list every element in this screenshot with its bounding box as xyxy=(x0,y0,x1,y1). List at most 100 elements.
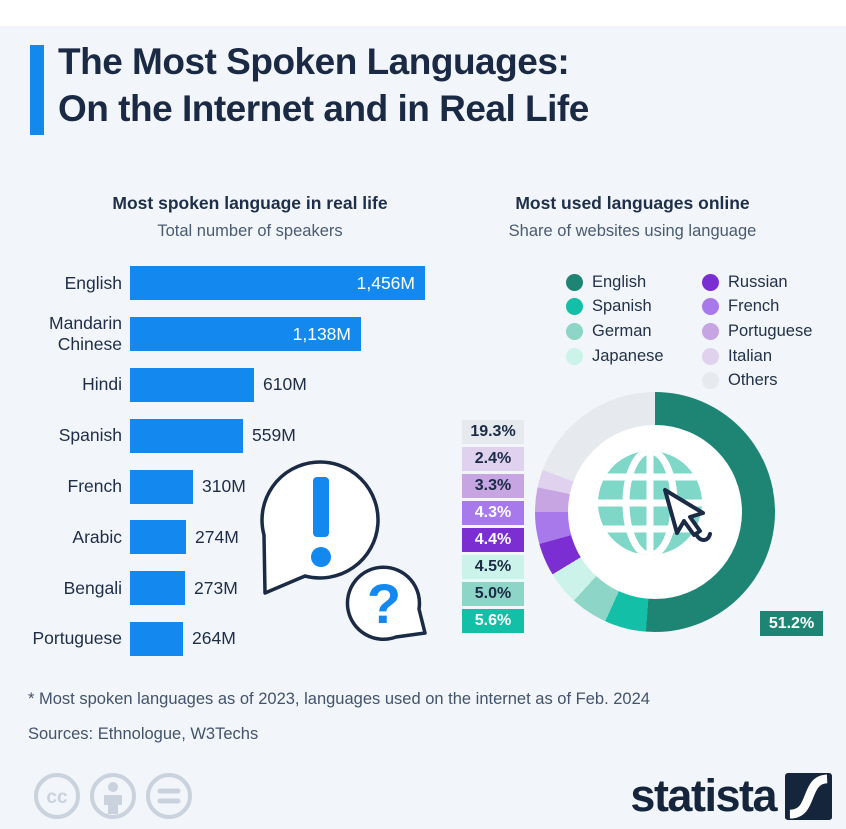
bar-row: English 1,456M xyxy=(28,258,448,309)
percent-label: 4.5% xyxy=(462,555,524,579)
legend-swatch xyxy=(702,273,719,291)
bar-label: Arabic xyxy=(72,526,122,547)
bar-row: Mandarin Chinese 1,138M xyxy=(28,309,448,360)
online-chart-subtitle: Share of websites using language xyxy=(508,222,757,240)
legend-item: French xyxy=(702,295,812,320)
bar-value: 559M xyxy=(252,425,296,446)
statista-wordmark: statista xyxy=(630,770,777,821)
real-life-chart-subtitle: Total number of speakers xyxy=(157,222,343,240)
legend-item: Spanish xyxy=(566,295,664,320)
speech-bubbles-illustration: ? xyxy=(260,460,427,641)
legend-item: Italian xyxy=(702,344,812,369)
bar-value: 1,138M xyxy=(292,323,351,344)
question-icon: ? xyxy=(367,572,401,635)
legend-swatch xyxy=(702,322,719,340)
bar-value: 273M xyxy=(194,577,238,598)
legend-item: English xyxy=(566,270,664,295)
title-accent-bar xyxy=(30,45,44,135)
legend-swatch xyxy=(566,322,583,340)
footnote: * Most spoken languages as of 2023, lang… xyxy=(28,690,650,708)
english-share-label: 51.2% xyxy=(760,611,823,636)
bar: 1,138M xyxy=(130,317,361,352)
online-chart-title: Most used languages online xyxy=(515,193,750,213)
svg-text:cc: cc xyxy=(46,787,68,808)
legend-swatch xyxy=(566,347,583,365)
percent-label: 2.4% xyxy=(462,447,524,471)
bar-row: Arabic 274M xyxy=(28,512,448,563)
statista-logo: statista xyxy=(630,770,832,822)
legend-item: Others xyxy=(702,368,812,393)
cc-icon xyxy=(34,773,80,819)
cc-nd-icon xyxy=(146,773,192,819)
donut-value-labels: 19.3% 2.4% 3.3% 4.3% 4.4% 4.5% 5.0% 5.6% xyxy=(462,420,524,633)
bar-label: Portuguese xyxy=(32,628,122,649)
bar-row: French 310M xyxy=(28,461,448,512)
bar-label: English xyxy=(64,272,122,293)
page-title: The Most Spoken Languages: On the Intern… xyxy=(58,38,589,132)
legend-label: French xyxy=(728,297,780,316)
legend-label: Spanish xyxy=(592,297,652,316)
real-life-chart-title: Most spoken language in real life xyxy=(112,193,388,213)
legend-item: Portuguese xyxy=(702,319,812,344)
bar xyxy=(130,469,193,504)
legend-item: German xyxy=(566,319,664,344)
bar xyxy=(130,621,183,656)
percent-label: 5.6% xyxy=(462,609,524,633)
donut-center xyxy=(568,425,742,599)
top-strip xyxy=(0,0,846,26)
legend-swatch xyxy=(702,347,719,365)
legend-item: Russian xyxy=(702,270,812,295)
exclamation-bubble xyxy=(260,460,380,595)
percent-label: 3.3% xyxy=(462,474,524,498)
cc-by-icon xyxy=(90,773,136,819)
percent-label: 4.3% xyxy=(462,501,524,525)
sources: Sources: Ethnologue, W3Techs xyxy=(28,725,259,743)
legend-label: Italian xyxy=(728,346,773,365)
bar xyxy=(130,520,186,555)
legend-label: Portuguese xyxy=(728,321,813,340)
page-title-line2: On the Internet and in Real Life xyxy=(58,88,589,129)
bar: 1,456M xyxy=(130,266,425,301)
exclamation-icon xyxy=(311,477,331,567)
page-title-line1: The Most Spoken Languages: xyxy=(58,41,570,82)
legend-label: English xyxy=(592,272,647,291)
bar xyxy=(130,367,254,402)
bar-row: Portuguese 264M xyxy=(28,614,448,665)
bar-value: 274M xyxy=(195,526,239,547)
legend-label: German xyxy=(592,321,652,340)
bar-row: Spanish 559M xyxy=(28,410,448,461)
bar-chart: English 1,456M Mandarin Chinese 1,138M H… xyxy=(28,258,448,664)
bar-value: 310M xyxy=(202,476,246,497)
legend-swatch xyxy=(566,273,583,291)
question-bubble: ? xyxy=(345,565,427,641)
legend-label: Others xyxy=(728,371,778,390)
bar-row: Hindi 610M xyxy=(28,360,448,411)
bar-label: French xyxy=(67,476,122,497)
legend-swatch xyxy=(702,372,719,390)
legend-column-purple: Russian French Portuguese Italian Others xyxy=(702,270,812,393)
legend-swatch xyxy=(702,298,719,316)
legend-label: Russian xyxy=(728,272,788,291)
donut-chart xyxy=(535,392,775,632)
statista-logo-mark xyxy=(785,772,832,820)
cursor-icon xyxy=(663,488,712,542)
legend-label: Japanese xyxy=(592,346,664,365)
bar-value: 264M xyxy=(192,628,236,649)
cc-license-icons: cc xyxy=(34,773,192,819)
percent-label: 4.4% xyxy=(462,528,524,552)
bar-label: Spanish xyxy=(58,425,122,446)
real-life-chart-heading: Most spoken language in real life Total … xyxy=(40,193,460,241)
bar-row: Bengali 273M xyxy=(28,563,448,614)
legend-swatch xyxy=(566,298,583,316)
bar xyxy=(130,418,243,453)
bar-label: Mandarin Chinese xyxy=(49,313,122,355)
bar-label: Bengali xyxy=(63,577,122,598)
bar-label: Hindi xyxy=(82,374,122,395)
legend-item: Japanese xyxy=(566,344,664,369)
bar-value: 610M xyxy=(263,374,307,395)
globe-cursor-illustration xyxy=(598,451,712,555)
percent-label: 5.0% xyxy=(462,582,524,606)
bar-value: 1,456M xyxy=(356,272,415,293)
bar xyxy=(130,571,185,606)
percent-label: 19.3% xyxy=(462,420,524,444)
